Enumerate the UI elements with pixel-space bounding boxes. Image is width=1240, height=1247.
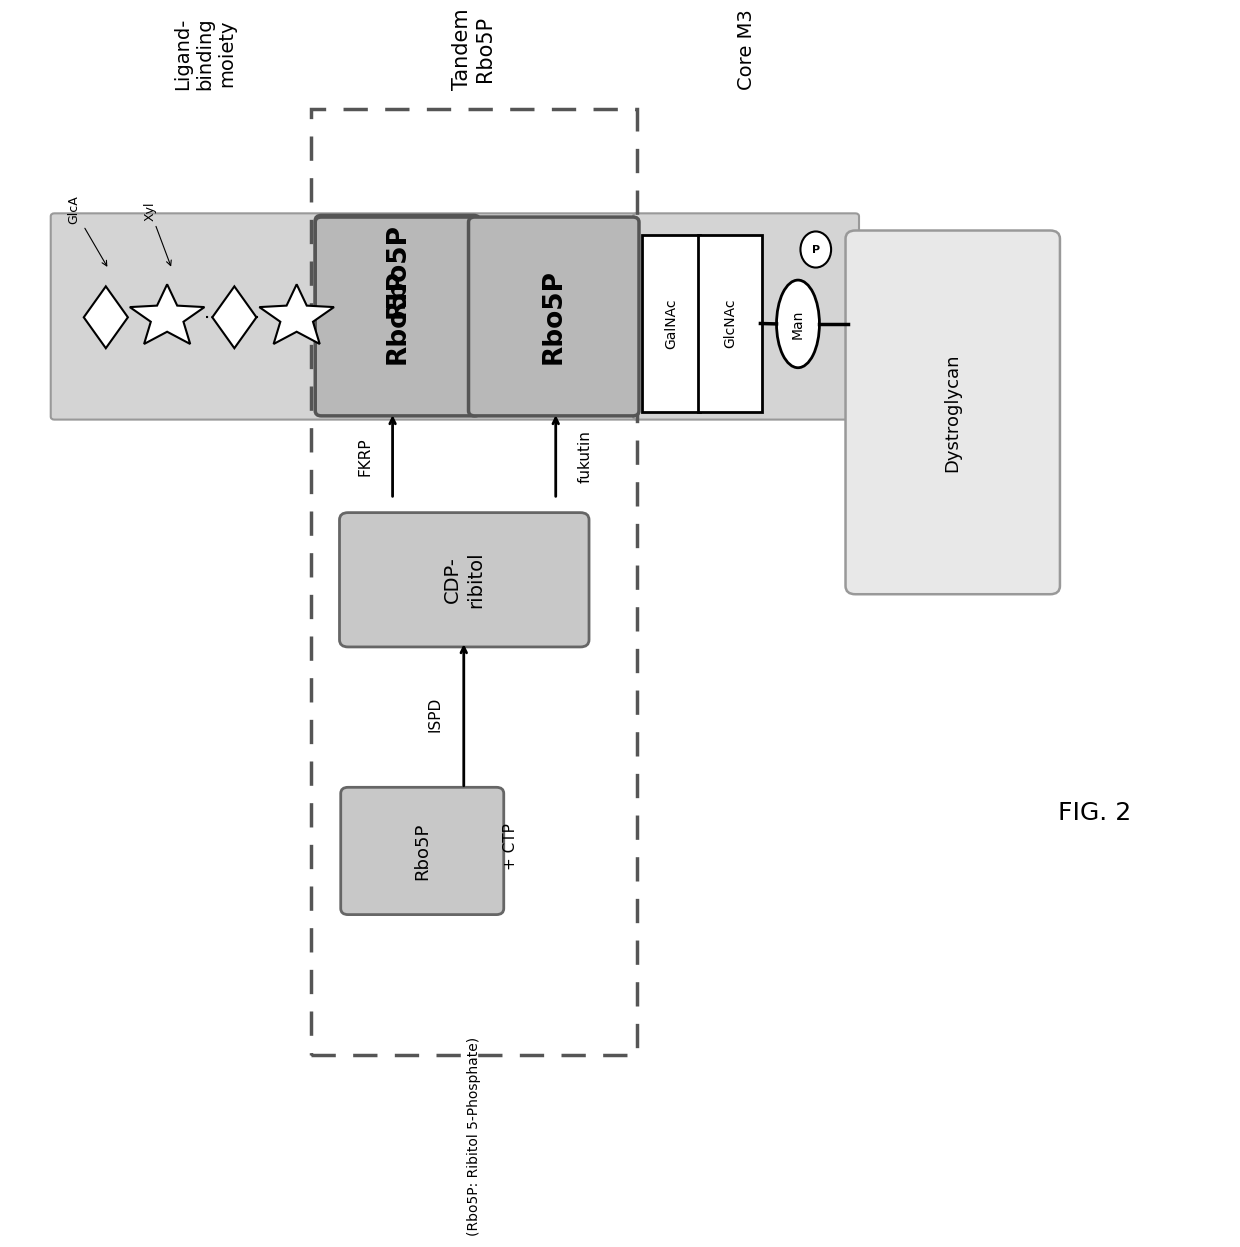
Polygon shape — [84, 287, 128, 348]
Text: ISPD: ISPD — [427, 697, 441, 732]
FancyBboxPatch shape — [51, 213, 641, 419]
Text: FIG. 2: FIG. 2 — [1058, 802, 1131, 826]
FancyBboxPatch shape — [634, 213, 859, 419]
Text: Ligand-
binding
moiety: Ligand- binding moiety — [174, 17, 236, 90]
FancyBboxPatch shape — [698, 236, 761, 412]
Polygon shape — [212, 287, 257, 348]
Text: Rbo5P: Rbo5P — [413, 822, 432, 879]
Text: FKRP: FKRP — [358, 436, 373, 475]
Polygon shape — [130, 284, 205, 344]
Text: (Rbo5P: Ribitol 5-Phosphate): (Rbo5P: Ribitol 5-Phosphate) — [466, 1036, 481, 1236]
Text: CDP-
ribitol: CDP- ribitol — [443, 551, 486, 609]
FancyBboxPatch shape — [315, 217, 481, 415]
Text: Man: Man — [791, 309, 805, 339]
FancyBboxPatch shape — [641, 236, 701, 412]
Text: + CTP: + CTP — [503, 823, 518, 870]
Ellipse shape — [776, 281, 820, 368]
Text: P: P — [812, 244, 820, 254]
Text: GlcA: GlcA — [68, 196, 107, 266]
FancyBboxPatch shape — [341, 787, 503, 914]
Polygon shape — [259, 284, 334, 344]
FancyBboxPatch shape — [315, 216, 480, 327]
Text: Core M3: Core M3 — [737, 9, 756, 90]
Text: Rbo5P: Rbo5P — [384, 223, 410, 318]
FancyBboxPatch shape — [469, 217, 639, 415]
Text: GalNAc: GalNAc — [663, 298, 678, 349]
Text: fukutin: fukutin — [578, 430, 593, 483]
Text: Xyl: Xyl — [144, 202, 171, 266]
Text: Rbo5P: Rbo5P — [384, 269, 410, 364]
Ellipse shape — [801, 232, 831, 268]
Text: Tandem
Rbo5P: Tandem Rbo5P — [453, 9, 495, 90]
FancyBboxPatch shape — [846, 231, 1060, 595]
Text: GlcNAc: GlcNAc — [723, 299, 737, 348]
Text: Rbo5P: Rbo5P — [541, 269, 567, 364]
Text: Dystroglycan: Dystroglycan — [944, 353, 962, 471]
FancyBboxPatch shape — [340, 513, 589, 647]
